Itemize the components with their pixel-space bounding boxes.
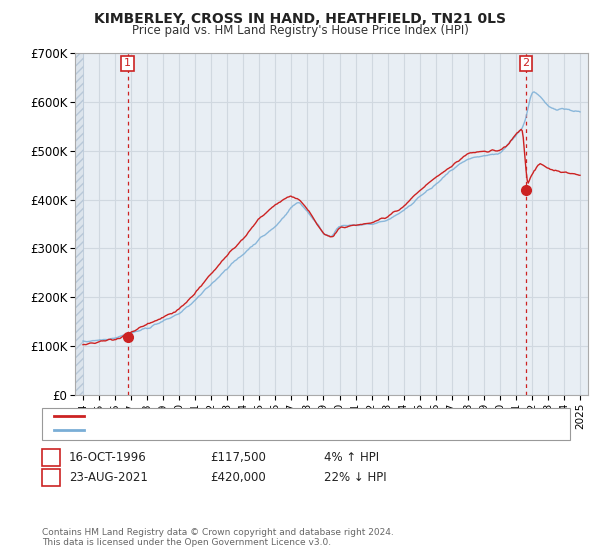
Text: 2: 2 — [523, 58, 530, 68]
Text: 16-OCT-1996: 16-OCT-1996 — [69, 451, 147, 464]
Text: 22% ↓ HPI: 22% ↓ HPI — [324, 470, 386, 484]
Bar — [75, 53, 83, 395]
Text: 2: 2 — [47, 470, 55, 484]
Text: KIMBERLEY, CROSS IN HAND, HEATHFIELD, TN21 0LS (detached house): KIMBERLEY, CROSS IN HAND, HEATHFIELD, TN… — [87, 410, 477, 421]
Text: Contains HM Land Registry data © Crown copyright and database right 2024.
This d: Contains HM Land Registry data © Crown c… — [42, 528, 394, 547]
Text: Price paid vs. HM Land Registry's House Price Index (HPI): Price paid vs. HM Land Registry's House … — [131, 24, 469, 37]
Text: £117,500: £117,500 — [210, 451, 266, 464]
Text: £420,000: £420,000 — [210, 470, 266, 484]
Text: HPI: Average price, detached house, Wealden: HPI: Average price, detached house, Weal… — [87, 425, 337, 435]
Text: 23-AUG-2021: 23-AUG-2021 — [69, 470, 148, 484]
Text: KIMBERLEY, CROSS IN HAND, HEATHFIELD, TN21 0LS: KIMBERLEY, CROSS IN HAND, HEATHFIELD, TN… — [94, 12, 506, 26]
Text: 1: 1 — [124, 58, 131, 68]
Text: 1: 1 — [47, 451, 55, 464]
Text: 4% ↑ HPI: 4% ↑ HPI — [324, 451, 379, 464]
